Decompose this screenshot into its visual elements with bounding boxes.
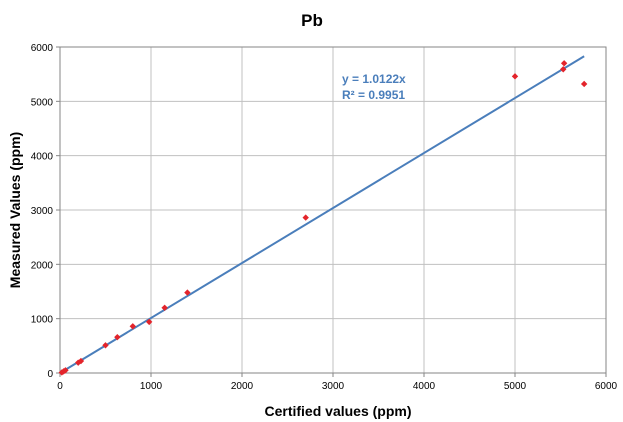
- x-tick-label: 1000: [140, 381, 163, 392]
- data-point: [102, 342, 109, 349]
- y-tick-label: 6000: [31, 43, 54, 54]
- data-point: [560, 60, 568, 67]
- x-tick-label: 3000: [322, 381, 345, 392]
- data-points: [58, 60, 588, 376]
- trendline-equation: y = 1.0122x: [342, 72, 406, 86]
- y-tick-label: 1000: [31, 315, 54, 326]
- data-point: [75, 359, 82, 366]
- x-tick-label: 6000: [595, 381, 618, 392]
- x-axis-ticks: 0 1000 2000 3000 4000 5000 6000: [57, 373, 618, 392]
- x-tick-label: 4000: [413, 381, 436, 392]
- x-axis-label: Certified values (ppm): [264, 403, 411, 419]
- y-axis-ticks: 0 1000 2000 3000 4000 5000 6000: [31, 43, 60, 380]
- y-tick-label: 4000: [31, 152, 54, 163]
- y-tick-label: 3000: [31, 206, 54, 217]
- data-point: [62, 367, 69, 374]
- data-point: [161, 304, 168, 311]
- y-tick-label: 0: [47, 369, 53, 380]
- data-point: [560, 66, 567, 73]
- data-point: [129, 323, 136, 330]
- y-axis-label: Measured Values (ppm): [7, 132, 23, 288]
- data-point: [77, 357, 85, 365]
- data-point: [511, 73, 519, 80]
- data-point: [580, 80, 588, 88]
- data-point: [302, 214, 309, 221]
- trendline: [59, 55, 585, 374]
- data-point: [114, 333, 121, 341]
- chart-title: Pb: [301, 11, 323, 30]
- y-tick-label: 2000: [31, 260, 54, 271]
- y-tick-label: 5000: [31, 97, 54, 108]
- x-tick-label: 5000: [504, 381, 527, 392]
- x-tick-label: 2000: [231, 381, 254, 392]
- data-point: [145, 318, 153, 326]
- data-point: [184, 289, 191, 296]
- r-squared-label: R² = 0.9951: [342, 88, 405, 102]
- x-tick-label: 0: [57, 381, 63, 392]
